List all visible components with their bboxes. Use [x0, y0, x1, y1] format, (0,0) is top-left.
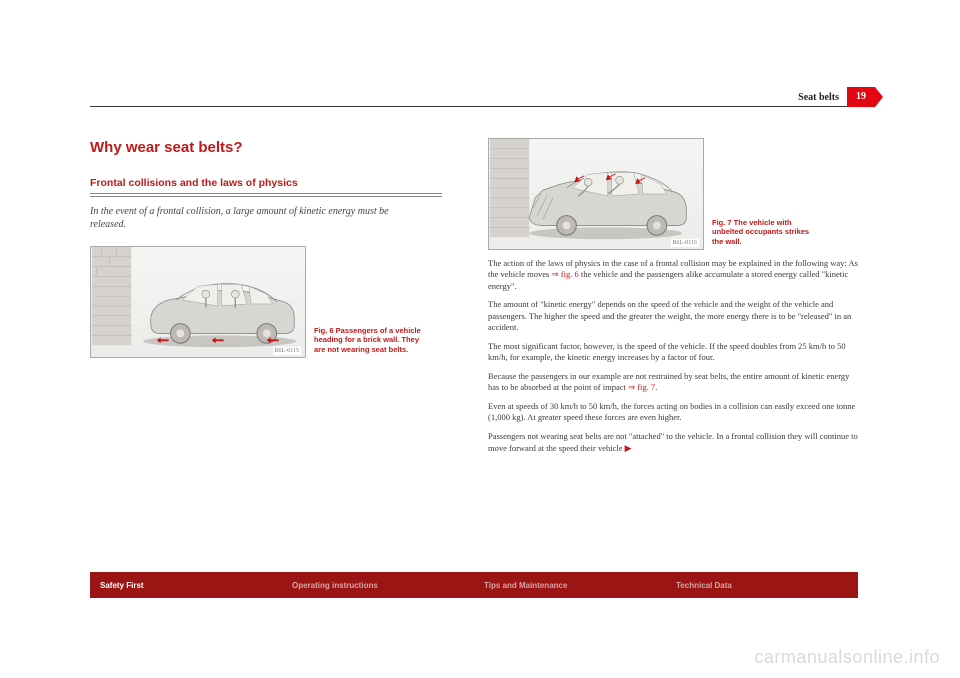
p4-a: Because the passengers in our example ar…	[488, 371, 849, 392]
page-number: 19	[847, 87, 875, 107]
subheading-rule	[90, 196, 442, 197]
header-section-label: Seat belts	[798, 92, 839, 103]
figure-7-ref: B6L-0116	[671, 239, 699, 247]
subheading: Frontal collisions and the laws of physi…	[90, 176, 442, 194]
figure-6-image: B6L-0115	[90, 246, 306, 358]
paragraph-1: The action of the laws of physics in the…	[488, 258, 858, 292]
left-column: Why wear seat belts? Frontal collisions …	[90, 138, 460, 366]
tab-safety-first[interactable]: Safety First	[90, 581, 282, 590]
figure-7: B6L-0116 Fig. 7 The vehicle with unbelte…	[488, 138, 858, 250]
p6-text: Passengers not wearing seat belts are no…	[488, 431, 858, 453]
continue-arrow-icon: ▶	[625, 443, 632, 453]
figure-6: B6L-0115 Fig. 6 Passengers of a vehicle …	[90, 246, 460, 358]
figure-7-image: B6L-0116	[488, 138, 704, 250]
paragraph-6: Passengers not wearing seat belts are no…	[488, 431, 858, 455]
tab-technical-data[interactable]: Technical Data	[666, 581, 858, 590]
figure-6-ref: B6L-0115	[273, 347, 301, 355]
bottom-tab-bar: Safety First Operating instructions Tips…	[90, 572, 858, 598]
header-rule	[90, 106, 854, 107]
page-number-box: 19	[847, 87, 875, 107]
paragraph-2: The amount of "kinetic energy" depends o…	[488, 299, 858, 333]
paragraph-3: The most significant factor, however, is…	[488, 341, 858, 364]
intro-text: In the event of a frontal collision, a l…	[90, 205, 420, 232]
paragraph-5: Even at speeds of 30 km/h to 50 km/h, th…	[488, 401, 858, 424]
right-column: B6L-0116 Fig. 7 The vehicle with unbelte…	[488, 138, 858, 462]
figure-6-caption: Fig. 6 Passengers of a vehicle heading f…	[314, 326, 424, 358]
section-title: Why wear seat belts?	[90, 138, 460, 158]
tab-tips-maintenance[interactable]: Tips and Maintenance	[474, 581, 666, 590]
p1-figref: ⇒ fig. 6	[552, 269, 579, 279]
watermark: carmanualsonline.info	[754, 647, 940, 668]
p4-figref: ⇒ fig. 7	[628, 382, 655, 392]
p4-c: .	[655, 382, 657, 392]
tab-operating-instructions[interactable]: Operating instructions	[282, 581, 474, 590]
figure-7-caption: Fig. 7 The vehicle with unbelted occupan…	[712, 218, 822, 250]
page-number-notch	[875, 87, 883, 107]
paragraph-4: Because the passengers in our example ar…	[488, 371, 858, 394]
